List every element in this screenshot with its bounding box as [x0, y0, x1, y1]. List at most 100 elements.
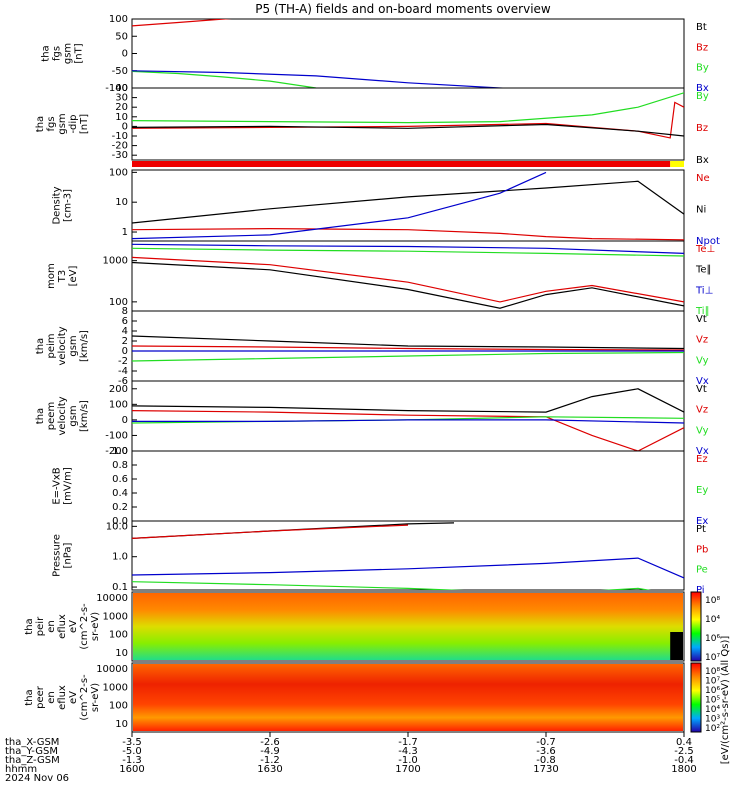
- y-tick-label: 0.8: [112, 460, 128, 471]
- series-line-Pe: [132, 581, 652, 590]
- y-axis-label: peim: [46, 333, 57, 358]
- panel-fgs_gsm: 100 50 0 -50 -100 Bt Bz By Bx tha fgs gsm [nT]: [41, 14, 709, 94]
- y-axis-label: peir: [35, 616, 46, 636]
- x-row-value: 1700: [395, 764, 420, 775]
- legend-entry: Vy: [696, 425, 709, 436]
- legend-entry: Vx: [696, 376, 709, 387]
- mode-bar-segment-0: [132, 161, 671, 167]
- series-line-Ni: [132, 180, 684, 224]
- panel-efield: 1.0 0.8 0.6 0.4 0.2 0.0 Ez Ey Ex E=-VxB [mV/m]: [52, 446, 709, 527]
- y-tick-label: 1.0: [112, 552, 128, 563]
- panel-frame: [131, 87, 685, 161]
- y-tick-label: 6: [122, 316, 128, 327]
- legend-entry: Ex: [696, 516, 708, 527]
- series-line-Pi: [132, 557, 684, 579]
- y-axis-label: T3: [57, 270, 68, 283]
- y-axis-label: eV: [68, 691, 79, 704]
- y-axis-label: E=-VxB: [52, 467, 63, 504]
- y-tick-label: 10: [115, 112, 128, 123]
- legend-entry: Bz: [696, 42, 708, 53]
- x-row-value: -0.8: [536, 755, 556, 766]
- y-tick-label: -2: [118, 356, 128, 367]
- x-row-label: tha_Z-GSM: [5, 755, 60, 766]
- series-line-By: [132, 70, 317, 88]
- spectrogram-fill: [133, 664, 683, 731]
- x-row-value: -0.7: [536, 737, 556, 748]
- y-axis-label: en: [46, 691, 57, 704]
- y-axis-label: [mV/m]: [63, 467, 74, 505]
- y-tick-label: 0: [122, 346, 128, 357]
- panel-frame: [131, 591, 685, 662]
- y-tick-label: 0: [122, 49, 128, 60]
- legend-entry: Pt: [696, 524, 706, 535]
- y-tick-label: 0: [122, 121, 128, 132]
- series-line-Npot: [132, 171, 547, 240]
- y-axis-label: [cm-3]: [63, 189, 74, 222]
- y-axis-label: gsm: [68, 335, 79, 356]
- y-tick-label: -50: [112, 66, 128, 77]
- legend-entry: Te⊥: [695, 244, 715, 255]
- colorbar-tick-label: 10⁶: [705, 634, 720, 644]
- legend-entry: Npot: [696, 236, 720, 247]
- x-row-label: hhmm: [5, 764, 37, 775]
- y-tick-label: 0.1: [112, 582, 128, 593]
- y-tick-label: -10: [112, 131, 128, 142]
- legend-entry: Ez: [696, 454, 708, 465]
- series-line-Vz: [132, 345, 684, 351]
- legend-entry: Bt: [696, 22, 707, 33]
- x-row-value: -3.6: [536, 746, 556, 757]
- x-row-value: -1.2: [260, 755, 280, 766]
- y-tick-label: 200: [109, 384, 128, 395]
- legend-entry: Ti∥: [695, 306, 710, 317]
- series-line-Pb: [132, 524, 409, 539]
- y-tick-label: -100: [105, 83, 128, 94]
- y-tick-label: 100: [109, 14, 128, 25]
- y-axis-label: eflux: [57, 614, 68, 639]
- panel-moments_temp: 1000 100 Te⊥ Te∥ Ti⊥ Ti∥ mom T3 [eV]: [46, 240, 715, 317]
- x-row-value: -2.6: [260, 737, 280, 748]
- colorbar-tick-label: 10⁸: [705, 596, 720, 606]
- y-tick-label: 1000: [103, 682, 128, 693]
- series-line-Te⊥: [132, 256, 684, 303]
- legend-entry: Ni: [696, 205, 706, 216]
- y-tick-label: 100: [109, 167, 128, 178]
- y-axis-label: sr-eV): [90, 683, 101, 712]
- y-tick-label: -4: [118, 366, 128, 377]
- x-row-label: tha_X-GSM: [5, 737, 59, 748]
- y-axis-label: mom: [46, 263, 57, 289]
- y-axis-label: [km/s]: [79, 400, 90, 432]
- legend-entry: By: [696, 91, 709, 102]
- y-axis-label: gsm: [57, 113, 68, 134]
- y-tick-label: 100: [109, 630, 128, 641]
- y-tick-label: 10: [115, 197, 128, 208]
- series-line-Ne: [132, 227, 684, 241]
- y-axis-label: eV: [68, 620, 79, 633]
- x-row-value: -0.4: [674, 755, 694, 766]
- legend-entry: Vt: [696, 384, 707, 395]
- y-axis-label: [nT]: [74, 43, 85, 63]
- series-line-Ti∥: [132, 247, 684, 257]
- y-axis-label: peer: [35, 685, 46, 709]
- colorbar-tick-label: 10⁸: [705, 667, 720, 677]
- y-axis-label: velocity: [57, 326, 68, 365]
- y-tick-label: 1000: [103, 611, 128, 622]
- y-tick-label: -6: [118, 376, 128, 387]
- series-line-Vx: [132, 419, 684, 424]
- x-row-value: -2.5: [674, 746, 694, 757]
- y-axis-label: tha: [35, 116, 46, 132]
- x-row-value: -1.0: [398, 755, 418, 766]
- y-tick-label: 100: [109, 399, 128, 410]
- y-tick-label: -200: [105, 446, 128, 457]
- y-axis-label: sr-eV): [90, 612, 101, 641]
- colorbar: [690, 591, 702, 662]
- legend-entry: Pe: [696, 565, 708, 576]
- legend-entry: Vt: [696, 314, 707, 325]
- date-label: 2024 Nov 06: [5, 773, 69, 784]
- series-line-Te∥: [132, 261, 684, 309]
- legend-entry: Bz: [696, 123, 708, 134]
- y-tick-label: 40: [115, 83, 128, 94]
- y-tick-label: 10000: [96, 664, 128, 675]
- series-line-By: [132, 92, 684, 124]
